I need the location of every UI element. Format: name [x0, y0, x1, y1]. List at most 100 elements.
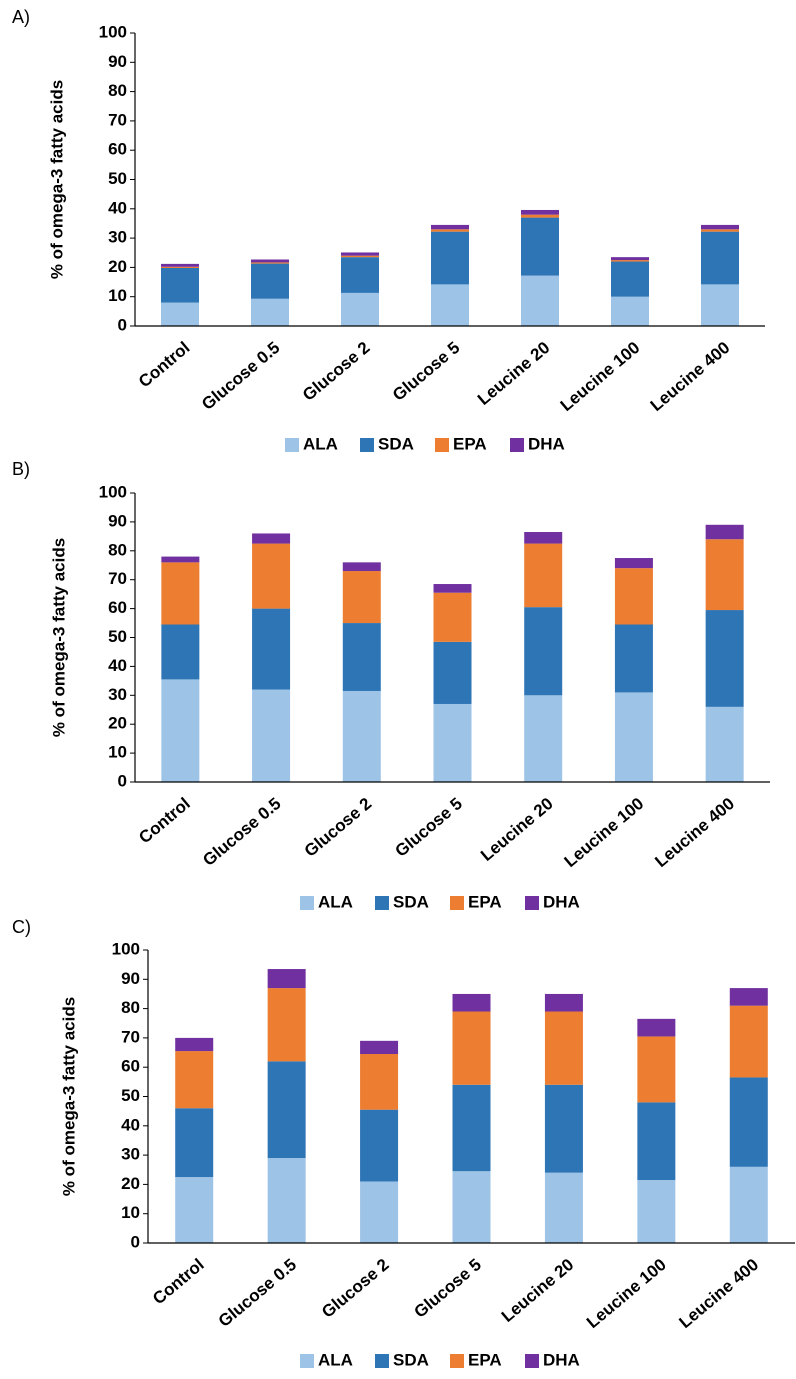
x-tick-label: Leucine 20 — [474, 338, 554, 409]
x-tick-label: Leucine 400 — [651, 794, 738, 871]
y-tick-label: 90 — [108, 52, 127, 71]
bar-segment — [614, 558, 653, 569]
bar-segment — [521, 214, 559, 218]
x-tick-label: Control — [135, 338, 194, 391]
bar-segment — [705, 610, 744, 707]
y-axis-label: % of omega-3 fatty acids — [59, 997, 78, 1196]
y-tick-label: 20 — [108, 257, 127, 276]
bar-segment — [341, 292, 379, 326]
y-tick-label: 70 — [108, 569, 127, 588]
y-tick-label: 60 — [108, 598, 127, 617]
bar-segment — [252, 533, 291, 544]
y-tick-label: 90 — [121, 969, 140, 988]
y-tick-label: 40 — [121, 1115, 140, 1134]
bar-segment — [342, 571, 381, 624]
bar-segment — [614, 692, 653, 782]
x-tick-label: Glucose 0.5 — [198, 338, 283, 414]
bar-segment — [161, 679, 200, 782]
bar-segment — [341, 252, 379, 256]
bar-segment — [701, 231, 739, 285]
legend-swatch — [525, 896, 539, 910]
bar-segment — [251, 298, 289, 326]
y-tick-label: 0 — [131, 1232, 140, 1251]
x-tick-label: Control — [149, 1255, 208, 1308]
bar-segment — [433, 703, 472, 782]
bar-segment — [705, 539, 744, 611]
bar-segment — [360, 1040, 399, 1055]
bar-segment — [544, 993, 583, 1012]
bar-segment — [524, 695, 563, 782]
bar-segment — [267, 988, 306, 1062]
bar-segment — [161, 266, 199, 268]
y-tick-label: 0 — [118, 315, 127, 334]
y-tick-label: 40 — [108, 198, 127, 217]
x-tick-label: Leucine 100 — [557, 338, 644, 415]
legend-swatch — [300, 1354, 314, 1368]
legend-label: ALA — [318, 892, 353, 911]
legend-label: ALA — [318, 1350, 353, 1369]
bar-segment — [729, 1077, 768, 1167]
x-tick-label: Control — [135, 794, 194, 847]
y-tick-label: 70 — [108, 110, 127, 129]
bar-segment — [161, 263, 199, 267]
bar-segment — [251, 259, 289, 263]
bar-segment — [544, 1172, 583, 1243]
y-tick-label: 80 — [108, 540, 127, 559]
bar-segment — [705, 524, 744, 540]
bar-segment — [521, 209, 559, 215]
x-tick-label: Leucine 20 — [498, 1255, 578, 1326]
legend-label: DHA — [543, 892, 580, 911]
x-tick-label: Leucine 100 — [583, 1255, 670, 1332]
panel-label: A) — [12, 7, 30, 27]
bar-segment — [175, 1037, 214, 1052]
y-tick-label: 50 — [121, 1086, 140, 1105]
bar-segment — [161, 302, 199, 326]
bar-segment — [729, 988, 768, 1006]
x-tick-label: Glucose 2 — [301, 794, 375, 861]
legend-label: SDA — [378, 434, 414, 453]
bar-segment — [452, 1171, 491, 1243]
x-tick-label: Glucose 5 — [410, 1255, 484, 1322]
x-tick-label: Glucose 5 — [389, 338, 463, 405]
legend-swatch — [450, 1354, 464, 1368]
y-tick-label: 80 — [108, 81, 127, 100]
panel-label: C) — [12, 917, 31, 937]
y-tick-label: 20 — [121, 1174, 140, 1193]
bar-segment — [252, 608, 291, 690]
y-tick-label: 10 — [108, 286, 127, 305]
bar-segment — [729, 1166, 768, 1243]
bar-segment — [614, 568, 653, 625]
bar-segment — [544, 1084, 583, 1173]
bar-segment — [161, 556, 200, 563]
bar-segment — [431, 229, 469, 232]
bar-segment — [360, 1054, 399, 1110]
bar-segment — [452, 1011, 491, 1085]
bar-segment — [431, 224, 469, 230]
x-tick-label: Glucose 0.5 — [215, 1255, 300, 1331]
bar-segment — [431, 231, 469, 285]
x-tick-label: Leucine 400 — [647, 338, 734, 415]
x-tick-label: Leucine 400 — [675, 1255, 762, 1332]
legend-swatch — [525, 1354, 539, 1368]
bar-segment — [637, 1180, 676, 1243]
bar-segment — [611, 261, 649, 297]
legend-swatch — [510, 438, 524, 452]
bar-segment — [251, 263, 289, 299]
bar-segment — [433, 641, 472, 704]
bar-segment — [611, 260, 649, 262]
legend-swatch — [450, 896, 464, 910]
legend-label: DHA — [543, 1350, 580, 1369]
legend-label: EPA — [468, 892, 502, 911]
bar-segment — [701, 229, 739, 232]
bar-segment — [252, 543, 291, 609]
x-tick-label: Glucose 5 — [391, 794, 465, 861]
bar-segment — [360, 1181, 399, 1243]
bar-segment — [431, 284, 469, 326]
bar-segment — [267, 1061, 306, 1159]
legend-label: SDA — [393, 1350, 429, 1369]
legend-swatch — [375, 1354, 389, 1368]
legend-swatch — [360, 438, 374, 452]
legend-swatch — [375, 896, 389, 910]
y-tick-label: 30 — [108, 685, 127, 704]
bar-segment — [524, 532, 563, 544]
